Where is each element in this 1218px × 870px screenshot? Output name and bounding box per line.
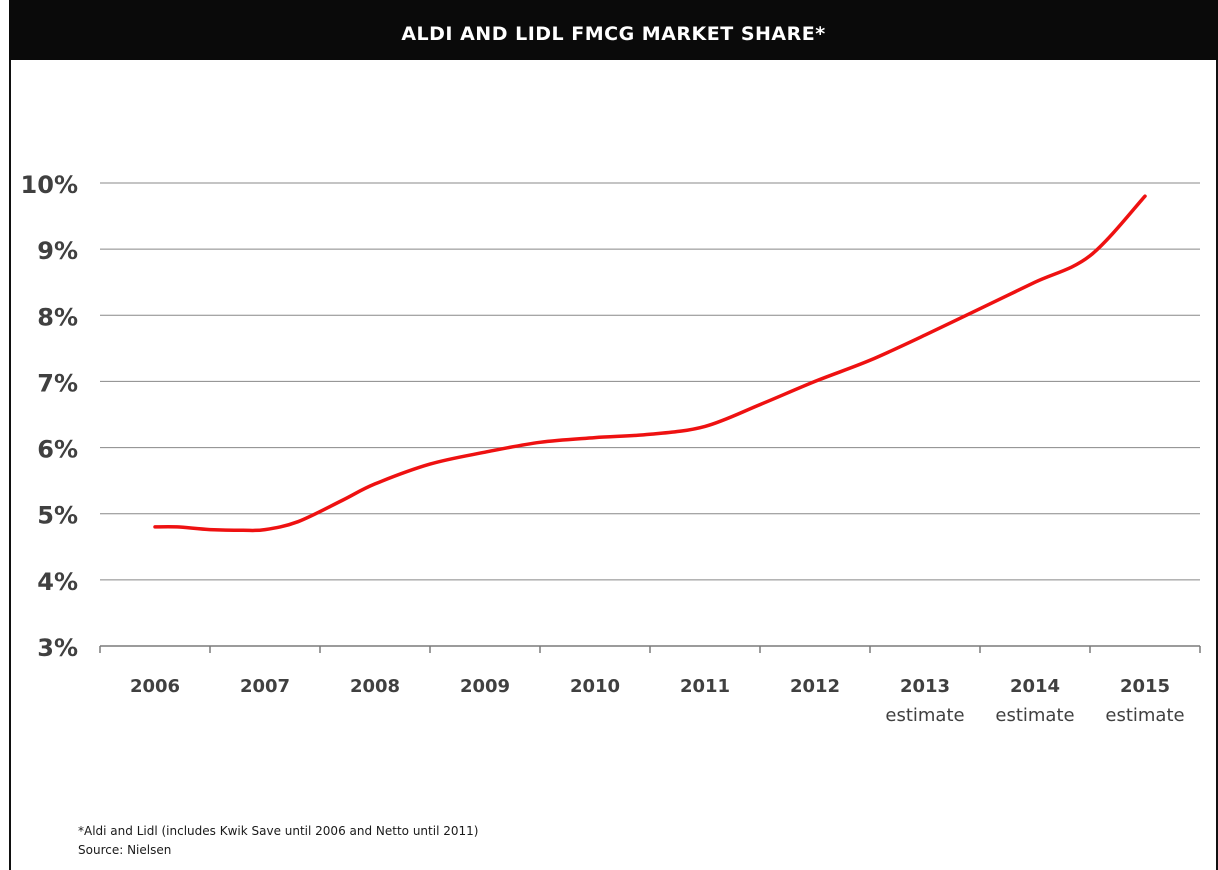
- series-layer: [153, 194, 1147, 533]
- x-tick-label: 2012: [790, 676, 840, 697]
- footnote: *Aldi and Lidl (includes Kwik Save until…: [78, 822, 478, 860]
- gridlines: [100, 182, 1200, 581]
- x-tick-label: 2013: [900, 676, 950, 697]
- x-tick-sublabel: estimate: [885, 705, 964, 726]
- y-tick-label: 8%: [37, 303, 78, 331]
- title-bar: ALDI AND LIDL FMCG MARKET SHARE*: [9, 0, 1218, 60]
- y-tick-label: 9%: [37, 237, 78, 265]
- y-tick-label: 5%: [37, 502, 78, 530]
- x-tick-label: 2011: [680, 676, 730, 697]
- x-tick-label: 2010: [570, 676, 620, 697]
- series-line: [153, 194, 1147, 533]
- x-axis: [99, 645, 1201, 653]
- chart-title: ALDI AND LIDL FMCG MARKET SHARE*: [401, 23, 826, 45]
- x-tick-label: 2008: [350, 676, 400, 697]
- x-tick-label: 2006: [130, 676, 180, 697]
- y-tick-label: 3%: [37, 634, 78, 662]
- x-tick-label: 2007: [240, 676, 290, 697]
- footnote-note: *Aldi and Lidl (includes Kwik Save until…: [78, 824, 479, 838]
- x-tick-label: 2014: [1010, 676, 1060, 697]
- y-tick-label: 4%: [37, 568, 78, 596]
- y-axis-tick-labels: 3% 4% 5% 6% 7% 8% 9% 10%: [21, 171, 78, 662]
- x-axis-tick-labels: 2006 2007 2008 2009 2010 2011 2012 2013 estimate…: [130, 676, 1185, 726]
- x-tick-sublabel: estimate: [1105, 705, 1184, 726]
- y-tick-label: 10%: [21, 171, 78, 199]
- y-tick-label: 7%: [37, 369, 78, 397]
- x-tick-label: 2015: [1120, 676, 1170, 697]
- x-tick-sublabel: estimate: [995, 705, 1074, 726]
- x-tick-label: 2009: [460, 676, 510, 697]
- y-tick-label: 6%: [37, 436, 78, 464]
- footnote-source: Source: Nielsen: [78, 843, 172, 857]
